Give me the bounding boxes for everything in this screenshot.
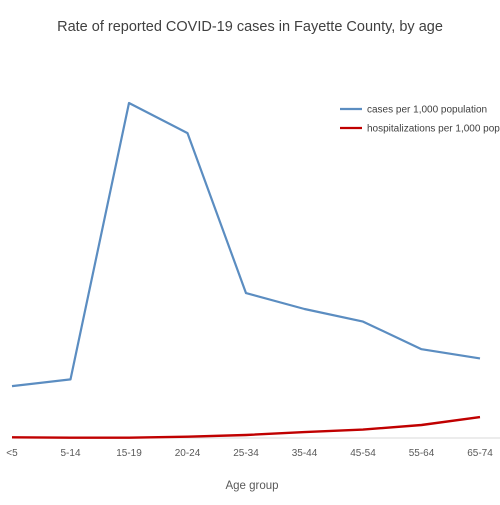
x-axis-title: Age group: [225, 480, 278, 492]
x-tick-label: 45-54: [350, 448, 376, 459]
x-tick-labels: <5 5-14 15-19 20-24 25-34 35-44 45-54 55-64 65-7…: [6, 448, 493, 459]
x-tick-label: 20-24: [175, 448, 201, 459]
x-tick-label: 55-64: [409, 448, 435, 459]
x-tick-label: 35-44: [292, 448, 318, 459]
legend-label-hospitalizations: hospitalizations per 1,000 population: [367, 124, 500, 135]
series-layer: [11, 101, 481, 439]
x-tick-label: 25-34: [233, 448, 259, 459]
cases-line: [11, 101, 481, 388]
x-tick-label: <5: [6, 448, 18, 459]
x-tick-label: 5-14: [60, 448, 80, 459]
legend: cases per 1,000 population hospitalizati…: [340, 105, 500, 135]
hospitalizations-line: [11, 415, 481, 439]
x-tick-label: 15-19: [116, 448, 142, 459]
chart-title: Rate of reported COVID-19 cases in Fayet…: [57, 19, 443, 35]
x-tick-label: 65-74: [467, 448, 493, 459]
legend-label-cases: cases per 1,000 population: [367, 105, 487, 116]
